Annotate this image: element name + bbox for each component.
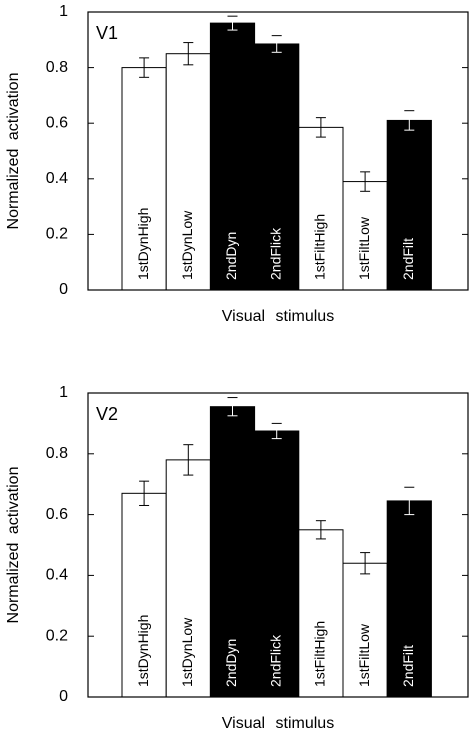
y-axis-label: Normalized activation	[5, 467, 22, 624]
bar-label: 1stFiltHigh	[312, 214, 328, 280]
bar-label: 1stFiltLow	[356, 216, 372, 280]
bar	[386, 500, 432, 698]
plot-frame	[87, 392, 469, 698]
plot-frame	[87, 11, 469, 291]
y-tick-label: 0.8	[46, 59, 68, 76]
y-tick-label: 0.6	[46, 114, 68, 131]
bar-label: 1stDynHigh	[135, 208, 151, 280]
x-axis-label: Visual stimulus	[222, 308, 334, 325]
bar	[121, 492, 167, 698]
y-tick-label: 0	[59, 281, 68, 298]
bar	[342, 181, 388, 291]
y-tick-label: 0	[59, 688, 68, 705]
bar-label: 2ndFilt	[400, 645, 416, 687]
y-tick-label: 0.2	[46, 226, 68, 243]
y-tick-label: 0.2	[46, 627, 68, 644]
y-tick-label: 0.8	[46, 445, 68, 462]
annotation: V1	[96, 23, 118, 43]
annotation: V2	[96, 404, 118, 424]
bar-label: 1stDynHigh	[135, 615, 151, 687]
bar	[121, 67, 167, 291]
bar-label: 1stDynLow	[179, 617, 195, 687]
bar-label: 2ndDyn	[223, 639, 239, 687]
bar-label: 2ndDyn	[223, 232, 239, 280]
y-tick-label: 0.4	[46, 170, 68, 187]
bar-label: 1stFiltHigh	[312, 621, 328, 687]
y-tick-label: 0.4	[46, 567, 68, 584]
y-tick-label: 0.6	[46, 506, 68, 523]
bar-label: 1stFiltLow	[356, 623, 372, 687]
bar-label: 2ndFilt	[400, 238, 416, 280]
bar-label: 2ndFlick	[267, 634, 283, 687]
y-tick-label: 1	[59, 384, 68, 401]
x-axis-label: Visual stimulus	[222, 715, 334, 732]
y-tick-label: 1	[59, 3, 68, 20]
bar-label: 2ndFlick	[267, 227, 283, 280]
bar-label: 1stDynLow	[179, 210, 195, 280]
bar	[342, 562, 388, 698]
y-axis-label: Normalized activation	[5, 73, 22, 230]
